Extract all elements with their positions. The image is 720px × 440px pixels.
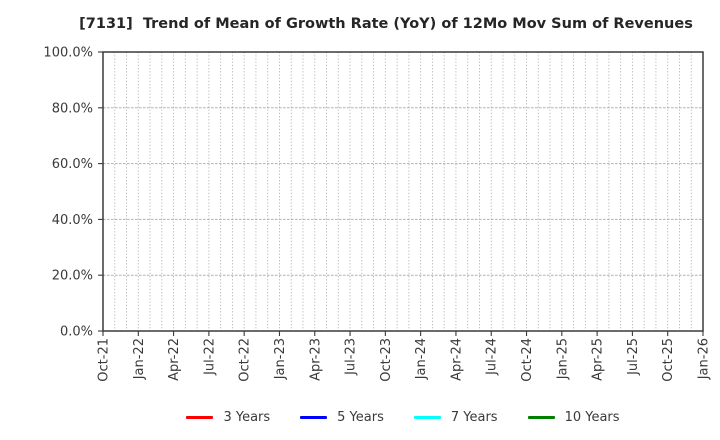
legend-label-7-years: 7 Years: [450, 409, 498, 425]
y-tick-label: 100.0%: [43, 46, 93, 61]
x-tick-label: Jan-23: [273, 338, 288, 380]
x-tick-label: Apr-24: [449, 338, 464, 381]
x-tick-label: Oct-23: [379, 338, 394, 382]
y-tick-label: 20.0%: [52, 269, 93, 284]
legend-label-3-years: 3 Years: [223, 409, 271, 425]
y-tick-label: 40.0%: [52, 213, 93, 228]
legend-item-7-years: 7 Years: [413, 409, 498, 425]
legend: 3 Years 5 Years 7 Years 10 Years: [103, 405, 703, 429]
x-tick-label: Jan-26: [697, 338, 712, 380]
x-tick-label: Jul-24: [485, 338, 500, 376]
y-tick-label: 80.0%: [52, 101, 93, 116]
legend-item-3-years: 3 Years: [186, 410, 270, 425]
x-tick-label: Oct-21: [97, 338, 112, 382]
y-tick-label: 0.0%: [60, 325, 93, 340]
legend-line-10-years: [527, 415, 555, 419]
legend-item-5-years: 5 Years: [300, 410, 384, 425]
legend-line-7-years: [413, 415, 441, 419]
chart-title: [7131] Trend of Mean of Growth Rate (YoY…: [79, 16, 693, 32]
x-tick-label: Jan-22: [132, 338, 147, 380]
x-tick-label: Oct-22: [238, 338, 253, 382]
x-tick-label: Jan-25: [555, 338, 570, 380]
plot-border: [102, 51, 704, 332]
x-tick-label: Apr-25: [591, 338, 606, 381]
x-tick-label: Jul-23: [344, 338, 359, 376]
legend-line-3-years: [186, 415, 214, 419]
x-tick-label: Oct-24: [520, 338, 535, 382]
x-tick-label: Jul-22: [202, 338, 217, 376]
x-tick-label: Apr-23: [308, 338, 323, 381]
x-tick-label: Apr-22: [167, 338, 182, 381]
y-tick-label: 60.0%: [52, 157, 93, 172]
x-tick-label: Jan-24: [414, 338, 429, 380]
x-tick-label: Oct-25: [661, 338, 676, 382]
legend-line-5-years: [300, 415, 328, 419]
x-tick-label: Jul-25: [626, 338, 641, 376]
legend-label-10-years: 10 Years: [564, 409, 620, 425]
legend-item-10-years: 10 Years: [527, 409, 620, 425]
legend-label-5-years: 5 Years: [337, 409, 384, 425]
